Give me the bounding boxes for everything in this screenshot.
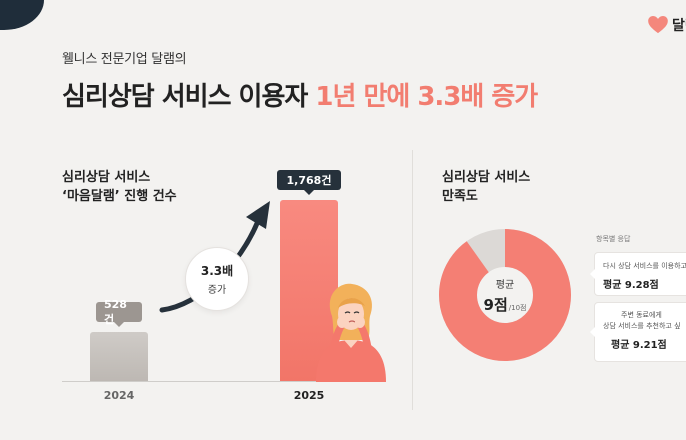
response-card-revisit: 다시 상담 서비스를 이용하고 평균 9.28점 — [590, 252, 686, 296]
response-average: 평균 9.28점 — [603, 280, 659, 291]
corner-decoration — [0, 0, 44, 30]
heart-icon — [648, 16, 668, 34]
satisfaction-heading-line2: 만족도 — [442, 189, 478, 204]
brand-name: 달램 — [672, 18, 686, 34]
response-question: 다시 상담 서비스를 이용하고 — [603, 262, 686, 270]
responses-label: 항목별 응답 — [596, 235, 631, 243]
growth-label: 증가 — [207, 285, 227, 296]
donut-label: 평균 — [495, 279, 515, 291]
donut-score: 9점 — [483, 295, 508, 314]
response-average: 평균 9.21점 — [611, 340, 667, 351]
donut-value: 9점 /10점 — [484, 294, 527, 315]
chart-baseline — [62, 381, 372, 382]
donut-center: 평균 9점 /10점 — [475, 265, 535, 325]
value-label-2024: 528건 — [96, 298, 142, 327]
response-question-line1: 주변 동료에게 — [621, 311, 662, 319]
stressed-person-illustration — [316, 283, 386, 382]
tick-label-2024: 2024 — [103, 389, 135, 402]
page-subtitle: 웰니스 전문기업 달램의 — [62, 52, 187, 67]
donut-fill — [439, 229, 571, 361]
sessions-heading-line2: ‘마음달램’ 진행 건수 — [62, 189, 177, 204]
growth-value: 3.3배 — [200, 264, 234, 278]
title-highlight: 1년 만에 3.3배 증가 — [315, 82, 538, 112]
growth-badge: 3.3배 증가 — [185, 247, 249, 311]
value-label-2025: 1,768건 — [277, 170, 341, 195]
satisfaction-heading: 심리상담 서비스 만족도 — [442, 168, 530, 206]
title-main: 심리상담 서비스 이용자 — [62, 82, 308, 112]
bar-2024 — [90, 332, 148, 381]
donut-max: /10점 — [508, 303, 527, 312]
brand-logo: 달램 — [648, 14, 686, 36]
page-title: 심리상담 서비스 이용자 1년 만에 3.3배 증가 — [62, 76, 538, 113]
response-card-recommend: 주변 동료에게 상담 서비스를 추천하고 싶 평균 9.21점 — [590, 302, 686, 362]
tick-label-2025: 2025 — [293, 389, 325, 402]
satisfaction-donut — [439, 229, 571, 361]
sessions-heading-line1: 심리상담 서비스 — [62, 170, 151, 185]
satisfaction-heading-line1: 심리상담 서비스 — [442, 170, 531, 185]
sessions-heading: 심리상담 서비스 ‘마음달램’ 진행 건수 — [62, 168, 177, 206]
response-question-line2: 상담 서비스를 추천하고 싶 — [603, 322, 681, 330]
section-divider — [412, 150, 413, 410]
